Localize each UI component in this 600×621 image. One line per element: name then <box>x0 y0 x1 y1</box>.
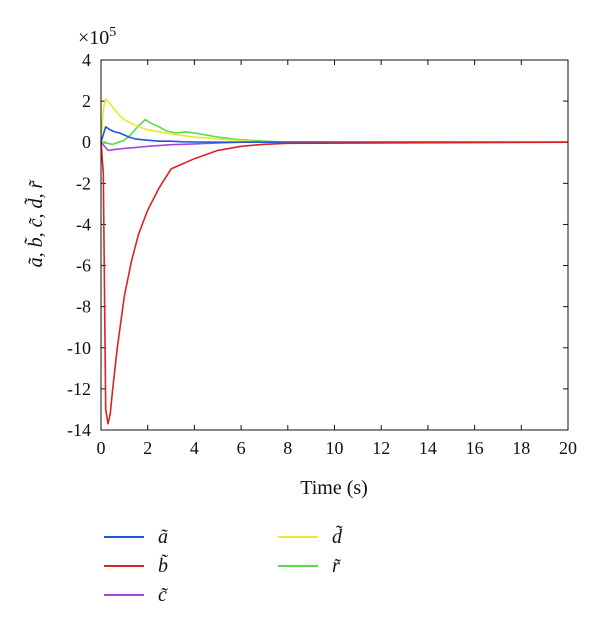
x-tick-label: 6 <box>237 438 246 458</box>
legend-label-3: d̃ <box>332 524 343 548</box>
y-multiplier-exponent: 5 <box>109 25 116 40</box>
x-tick-label: 16 <box>466 438 484 458</box>
x-axis-label: Time (s) <box>300 477 368 499</box>
y-tick-label: -14 <box>67 420 91 440</box>
x-tick-label: 10 <box>326 438 344 458</box>
series-layer <box>100 98 569 425</box>
y-tick-label: -2 <box>76 173 91 193</box>
x-tick-label: 2 <box>143 438 152 458</box>
x-tick-label: 18 <box>512 438 530 458</box>
x-tick-label: 8 <box>283 438 292 458</box>
y-tick-label: -12 <box>67 379 91 399</box>
y-multiplier-label: ×105 <box>78 25 116 49</box>
x-tick-label: 14 <box>419 438 437 458</box>
y-tick-label: -4 <box>76 214 91 234</box>
y-tick-label: -10 <box>67 338 91 358</box>
series-line-0 <box>100 126 568 143</box>
x-tick-label: 4 <box>190 438 199 458</box>
legend-label-4: r̃ <box>332 555 341 577</box>
y-tick-label: -8 <box>76 297 91 317</box>
y-tick-label: 2 <box>82 91 91 111</box>
legend: ã b̃ c̃ d̃ r̃ <box>104 524 343 606</box>
x-tick-label: 0 <box>97 438 106 458</box>
y-tick-label: -6 <box>76 256 91 276</box>
y-axis-ticks: 4 2 0 -2 -4 -6 -8 -10 -12 -14 <box>67 50 568 440</box>
x-axis-ticks: 0 2 4 6 8 10 12 14 16 18 20 <box>97 60 577 458</box>
x-tick-label: 12 <box>372 438 390 458</box>
series-line-3 <box>100 98 568 143</box>
series-line-1 <box>100 141 569 425</box>
plot-frame <box>100 59 569 431</box>
legend-label-2: c̃ <box>158 584 168 606</box>
y-axis-label: ã, b̃, c̃, d̃, r̃ <box>23 179 47 267</box>
y-tick-label: 0 <box>82 132 91 152</box>
legend-label-0: ã <box>158 526 168 548</box>
y-tick-label: 4 <box>82 50 91 70</box>
legend-label-1: b̃ <box>158 553 168 577</box>
x-tick-label: 20 <box>559 438 577 458</box>
